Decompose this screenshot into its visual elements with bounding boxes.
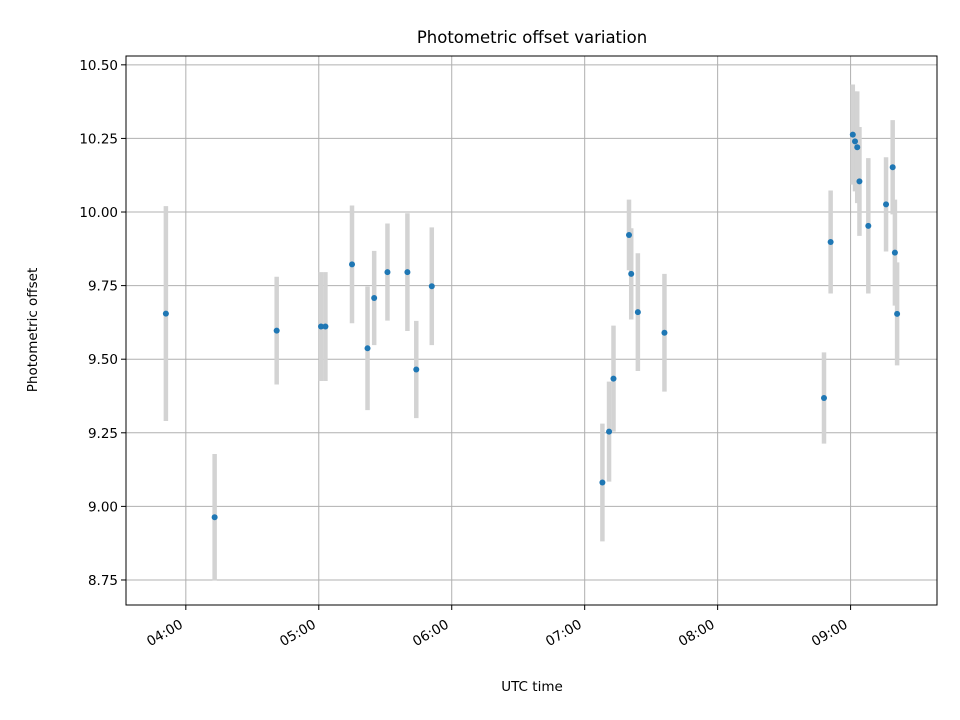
data-point: [894, 310, 901, 317]
data-point: [634, 309, 641, 316]
data-point: [610, 375, 617, 382]
data-point: [891, 249, 898, 256]
y-tick-label: 8.75: [88, 573, 118, 589]
data-point: [628, 270, 635, 277]
data-point: [827, 239, 834, 246]
data-point: [349, 261, 356, 268]
data-point: [889, 164, 896, 171]
data-point: [820, 395, 827, 402]
data-point: [428, 283, 435, 290]
data-point: [404, 269, 411, 276]
data-point: [317, 323, 324, 330]
data-points: [162, 131, 901, 521]
data-point: [364, 345, 371, 352]
y-axis-label: Photometric offset: [25, 268, 41, 392]
data-point: [371, 294, 378, 301]
data-point: [854, 144, 861, 151]
chart-title: Photometric offset variation: [417, 28, 647, 47]
data-point: [273, 327, 280, 334]
data-point: [625, 231, 632, 238]
data-point: [384, 269, 391, 276]
y-tick-label: 9.50: [88, 352, 118, 368]
y-tick-label: 10.50: [79, 58, 118, 74]
plot-frame: [125, 55, 938, 606]
data-point: [162, 310, 169, 317]
data-point: [606, 428, 613, 435]
data-point: [865, 222, 872, 229]
data-point: [883, 201, 890, 208]
data-point: [413, 366, 420, 373]
y-tick-label: 9.75: [88, 279, 118, 295]
y-tick-label: 10.25: [79, 131, 118, 147]
data-point: [599, 479, 606, 486]
y-tick-label: 9.00: [88, 499, 118, 515]
y-tick-label: 10.00: [79, 205, 118, 221]
data-point: [849, 131, 856, 138]
data-point: [322, 323, 329, 330]
y-tick-label: 9.25: [88, 426, 118, 442]
data-point: [211, 514, 218, 521]
x-axis-label: UTC time: [501, 679, 563, 695]
data-point: [852, 138, 859, 145]
data-point: [661, 329, 668, 336]
data-point: [856, 178, 863, 185]
